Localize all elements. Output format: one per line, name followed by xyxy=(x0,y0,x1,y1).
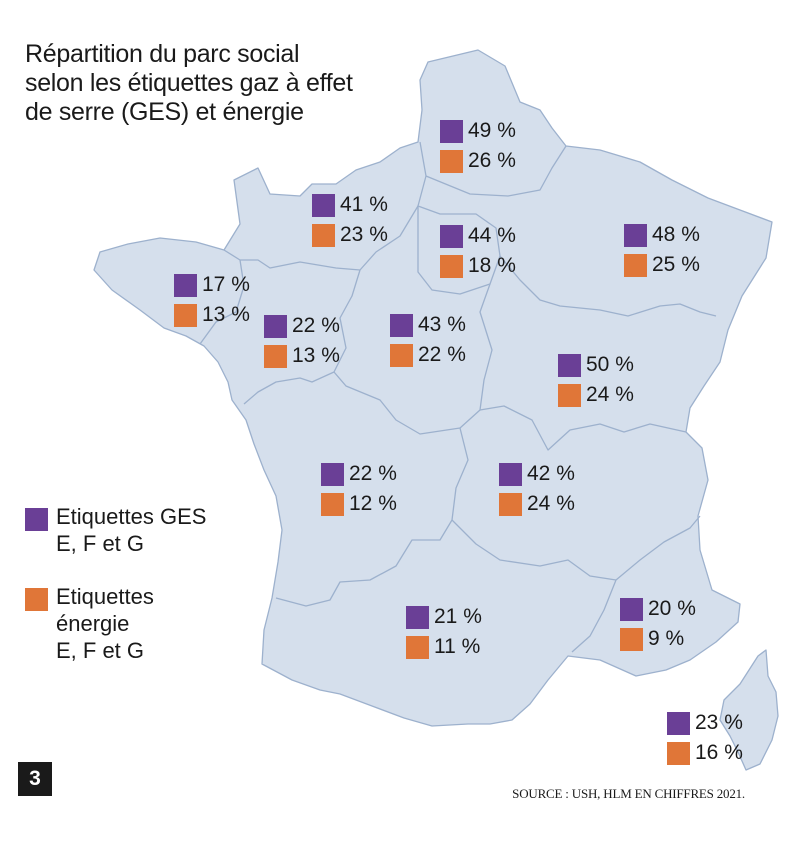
ges-value: 22 % xyxy=(292,314,340,337)
source-note: SOURCE : USH, HLM EN CHIFFRES 2021. xyxy=(512,786,745,801)
energie-square-icon xyxy=(406,635,429,659)
region-stat-bourgogne-franche-comte: 50 % 24 % xyxy=(558,350,634,410)
legend-ges-swatch-icon xyxy=(25,508,48,531)
energie-value: 11 % xyxy=(434,635,481,658)
energie-value: 22 % xyxy=(418,343,466,366)
ges-square-icon xyxy=(667,711,690,735)
energie-value: 9 % xyxy=(648,627,685,650)
ges-value: 49 % xyxy=(468,119,516,142)
energie-square-icon xyxy=(620,627,643,651)
legend-ges: Etiquettes GES E, F et G xyxy=(25,503,206,557)
region-stat-corse: 23 % 16 % xyxy=(667,708,743,768)
energie-value: 12 % xyxy=(349,492,397,515)
energie-square-icon xyxy=(440,149,463,173)
border-normandie-south xyxy=(223,205,419,271)
energie-square-icon xyxy=(499,492,522,516)
legend-energie-line-3: E, F et G xyxy=(56,638,145,663)
border-na-ara xyxy=(275,427,469,607)
ges-square-icon xyxy=(321,462,344,486)
ges-square-icon xyxy=(620,597,643,621)
border-nord-grandest xyxy=(425,145,567,197)
ges-value: 43 % xyxy=(418,313,466,336)
border-ara-paca xyxy=(615,515,701,581)
chart-title: Répartition du parc social selon les éti… xyxy=(25,40,405,127)
region-stat-paca: 20 % 9 % xyxy=(620,594,696,654)
ges-square-icon xyxy=(440,224,463,248)
energie-square-icon xyxy=(321,492,344,516)
ges-value: 42 % xyxy=(527,462,575,485)
ges-value: 17 % xyxy=(202,273,250,296)
title-line-2: selon les étiquettes gaz à effet xyxy=(25,69,353,97)
legend-ges-line-1: Etiquettes GES xyxy=(56,504,207,529)
energie-square-icon xyxy=(440,254,463,278)
ges-square-icon xyxy=(499,462,522,486)
ges-square-icon xyxy=(624,223,647,247)
region-stat-bretagne: 17 % 13 % xyxy=(174,270,250,330)
region-stat-ile-de-france: 44 % 18 % xyxy=(440,221,516,281)
ges-square-icon xyxy=(390,313,413,337)
region-stat-centre-val-de-loire: 43 % 22 % xyxy=(390,310,466,370)
legend-energie-swatch-icon xyxy=(25,588,48,611)
energie-square-icon xyxy=(312,223,335,247)
region-stat-nouvelle-aquitaine: 22 % 12 % xyxy=(321,459,397,519)
energie-square-icon xyxy=(174,303,197,327)
energie-value: 26 % xyxy=(468,149,516,172)
legend-energie-line-2: énergie xyxy=(56,611,130,636)
ges-square-icon xyxy=(174,273,197,297)
border-bretagne xyxy=(199,259,245,345)
ges-value: 44 % xyxy=(468,224,516,247)
ges-value: 48 % xyxy=(652,223,700,246)
energie-square-icon xyxy=(624,253,647,277)
mainland-france xyxy=(93,49,773,727)
ges-value: 50 % xyxy=(586,353,634,376)
ges-square-icon xyxy=(406,605,429,629)
energie-value: 13 % xyxy=(292,344,340,367)
border-ara-occ xyxy=(451,519,617,581)
region-stat-hauts-de-france: 49 % 26 % xyxy=(440,116,516,176)
energie-value: 25 % xyxy=(652,253,700,276)
title-line-1: Répartition du parc social xyxy=(25,40,300,68)
energie-value: 24 % xyxy=(527,492,575,515)
energie-square-icon xyxy=(390,343,413,367)
ges-value: 20 % xyxy=(648,597,696,620)
region-stat-pays-de-la-loire: 22 % 13 % xyxy=(264,311,340,371)
energie-value: 13 % xyxy=(202,303,250,326)
corsica-outline xyxy=(719,649,779,771)
ges-value: 21 % xyxy=(434,605,482,628)
energie-value: 16 % xyxy=(695,741,743,764)
border-bfc-ara xyxy=(479,405,687,451)
border-grandest-bfc xyxy=(499,255,717,317)
mainland-outline xyxy=(93,49,773,727)
energie-square-icon xyxy=(264,344,287,368)
energie-square-icon xyxy=(667,741,690,765)
ges-value: 22 % xyxy=(349,462,397,485)
border-pdl-cvl xyxy=(243,269,361,405)
region-stat-auvergne-rhone-alpes: 42 % 24 % xyxy=(499,459,575,519)
title-line-3: de serre (GES) et énergie xyxy=(25,98,304,126)
border-occ-paca xyxy=(571,579,617,653)
ges-square-icon xyxy=(440,119,463,143)
region-stat-grand-est: 48 % 25 % xyxy=(624,220,700,280)
region-stat-occitanie: 21 % 11 % xyxy=(406,602,482,662)
legend-energie: Etiquettes énergie E, F et G xyxy=(25,583,154,664)
ges-square-icon xyxy=(264,314,287,338)
figure-number-badge: 3 xyxy=(18,762,52,796)
ges-square-icon xyxy=(312,193,335,217)
energie-value: 24 % xyxy=(586,383,634,406)
energie-value: 23 % xyxy=(340,223,388,246)
region-stat-normandie: 41 % 23 % xyxy=(312,190,388,250)
legend-energie-line-1: Etiquettes xyxy=(56,584,154,609)
energie-square-icon xyxy=(558,383,581,407)
ges-value: 23 % xyxy=(695,711,743,734)
ges-value: 41 % xyxy=(340,193,388,216)
energie-value: 18 % xyxy=(468,254,516,277)
ges-square-icon xyxy=(558,353,581,377)
legend-ges-line-2: E, F et G xyxy=(56,531,145,556)
